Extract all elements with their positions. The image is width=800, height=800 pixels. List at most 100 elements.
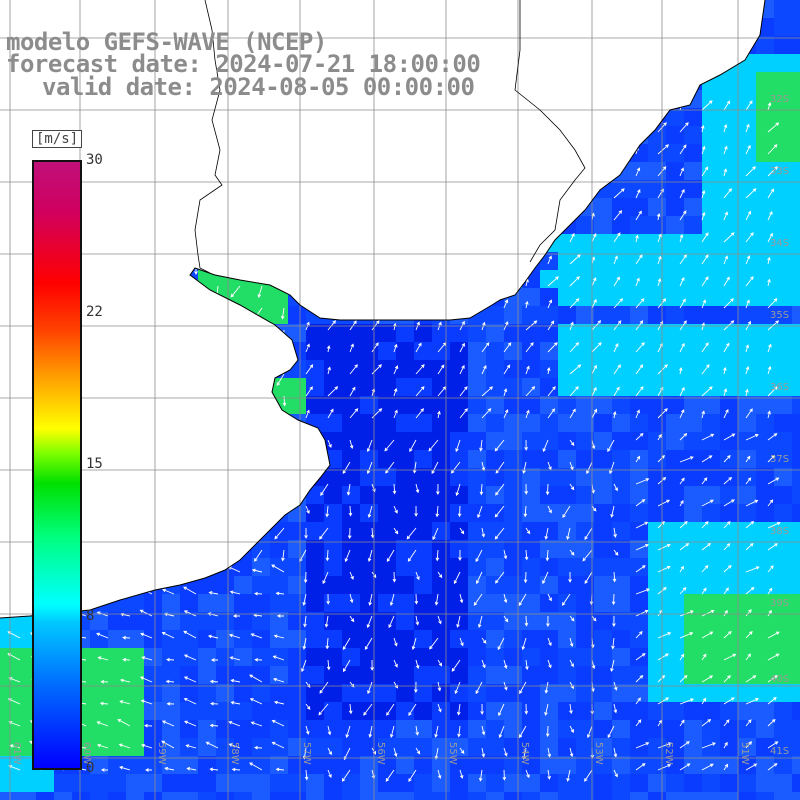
wind-cell xyxy=(558,414,577,433)
wind-arrow xyxy=(701,166,709,177)
wind-arrow xyxy=(503,615,509,623)
wind-arrow xyxy=(366,439,373,453)
wind-arrow xyxy=(209,723,219,728)
wind-cell xyxy=(720,108,739,127)
wind-cell xyxy=(558,720,577,739)
wind-arrow xyxy=(767,543,778,551)
wind-cell xyxy=(468,702,487,721)
wind-arrow xyxy=(745,388,749,397)
wind-arrow xyxy=(325,637,330,650)
wind-arrow xyxy=(119,700,131,705)
wind-cell xyxy=(612,792,631,800)
wind-arrow xyxy=(745,763,758,771)
wind-arrow xyxy=(324,615,329,628)
wind-arrow xyxy=(415,342,422,353)
wind-cell xyxy=(792,306,800,325)
wind-arrow xyxy=(366,615,373,629)
wind-cell xyxy=(342,738,361,757)
wind-cell xyxy=(756,180,775,199)
wind-cell xyxy=(396,324,415,343)
wind-arrow xyxy=(140,632,153,639)
wind-cell xyxy=(306,792,325,800)
wind-cell xyxy=(666,702,685,721)
wind-cell xyxy=(702,306,721,325)
wind-cell xyxy=(342,540,361,559)
wind-cell xyxy=(558,522,577,541)
wind-cell xyxy=(702,684,721,703)
wind-cell xyxy=(522,738,541,757)
wind-cell xyxy=(612,612,631,631)
wind-cell xyxy=(288,738,307,757)
wind-cell xyxy=(702,252,721,271)
wind-cell xyxy=(720,774,739,793)
wind-cell xyxy=(180,594,199,613)
wind-arrow xyxy=(363,703,373,716)
wind-cell xyxy=(522,306,541,325)
wind-cell xyxy=(216,774,235,793)
wind-arrow xyxy=(547,659,552,669)
wind-arrow xyxy=(393,659,398,668)
wind-cell xyxy=(648,792,667,800)
wind-arrow xyxy=(635,298,645,309)
wind-arrow xyxy=(679,432,688,441)
wind-arrow xyxy=(547,747,552,758)
wind-cell xyxy=(486,648,505,667)
wind-cell xyxy=(252,558,271,577)
wind-cell xyxy=(198,738,217,757)
wind-cell xyxy=(720,234,739,253)
wind-arrow xyxy=(547,593,552,602)
wind-cell xyxy=(702,324,721,343)
wind-cell xyxy=(270,378,289,397)
wind-arrow xyxy=(183,610,197,617)
wind-arrow xyxy=(305,725,310,735)
wind-cell xyxy=(378,576,397,595)
wind-cell xyxy=(594,306,613,325)
wind-cell xyxy=(360,576,379,595)
colorbar-tick-0: 0 xyxy=(86,760,95,776)
wind-cell xyxy=(234,594,253,613)
wind-cell xyxy=(702,594,721,613)
longitude-label: 56W xyxy=(375,742,386,765)
wind-arrow xyxy=(635,210,642,221)
wind-arrow xyxy=(635,409,640,419)
wind-arrow xyxy=(701,254,709,265)
wind-cell xyxy=(756,162,775,181)
colorbar-unit: [m/s] xyxy=(32,130,83,148)
wind-cell xyxy=(360,630,379,649)
wind-arrow xyxy=(428,439,439,452)
wind-arrow xyxy=(679,698,695,705)
wind-arrow xyxy=(411,637,417,651)
wind-arrow xyxy=(250,633,263,639)
wind-cell xyxy=(324,432,343,451)
wind-arrow xyxy=(767,210,773,221)
wind-arrow xyxy=(415,483,420,494)
wind-arrow xyxy=(481,408,492,419)
wind-cell xyxy=(702,558,721,577)
wind-cell xyxy=(594,540,613,559)
wind-cell xyxy=(630,738,649,757)
wind-cell xyxy=(630,324,649,343)
wind-arrow xyxy=(679,409,685,419)
wind-cell xyxy=(540,576,559,595)
wind-arrow xyxy=(139,676,153,683)
wind-cell xyxy=(504,558,523,577)
wind-arrow xyxy=(657,674,666,683)
wind-cell xyxy=(738,576,757,595)
wind-arrow xyxy=(679,298,686,309)
wind-cell xyxy=(738,756,757,775)
wind-cell xyxy=(36,792,55,800)
wind-cell xyxy=(342,522,361,541)
wind-cell xyxy=(90,630,109,649)
wind-cell xyxy=(306,324,325,343)
wind-cell xyxy=(468,540,487,559)
wind-cell xyxy=(684,558,703,577)
wind-arrow xyxy=(386,549,395,563)
wind-cell xyxy=(270,306,289,325)
wind-arrow xyxy=(437,769,442,779)
wind-cell xyxy=(720,450,739,469)
wind-cell xyxy=(612,450,631,469)
wind-arrow xyxy=(393,343,398,353)
wind-arrow xyxy=(613,210,623,221)
wind-cell xyxy=(288,630,307,649)
wind-cell xyxy=(666,576,685,595)
